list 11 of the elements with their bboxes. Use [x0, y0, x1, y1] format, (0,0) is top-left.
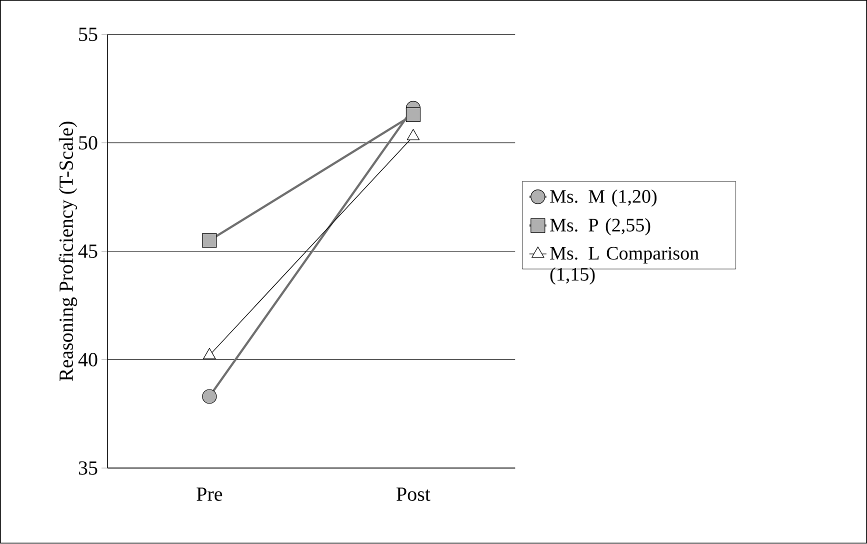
- x-tick-label: Post: [396, 488, 430, 502]
- legend-label: Ms. P (2,55): [550, 218, 650, 236]
- y-tick-label: 40: [78, 353, 98, 367]
- y-axis-title: Reasoning Proficiency (T-Scale): [58, 122, 78, 382]
- y-tick-label: 45: [78, 244, 98, 258]
- y-tick-label: 35: [78, 462, 98, 475]
- y-tick-label: 50: [79, 136, 98, 150]
- y-tick-label: 55: [79, 28, 98, 42]
- legend-label: Ms. L Comparison (1,15): [550, 247, 699, 285]
- x-tick-label: Pre: [196, 488, 222, 502]
- legend-label: Ms. M (1,20): [550, 190, 657, 207]
